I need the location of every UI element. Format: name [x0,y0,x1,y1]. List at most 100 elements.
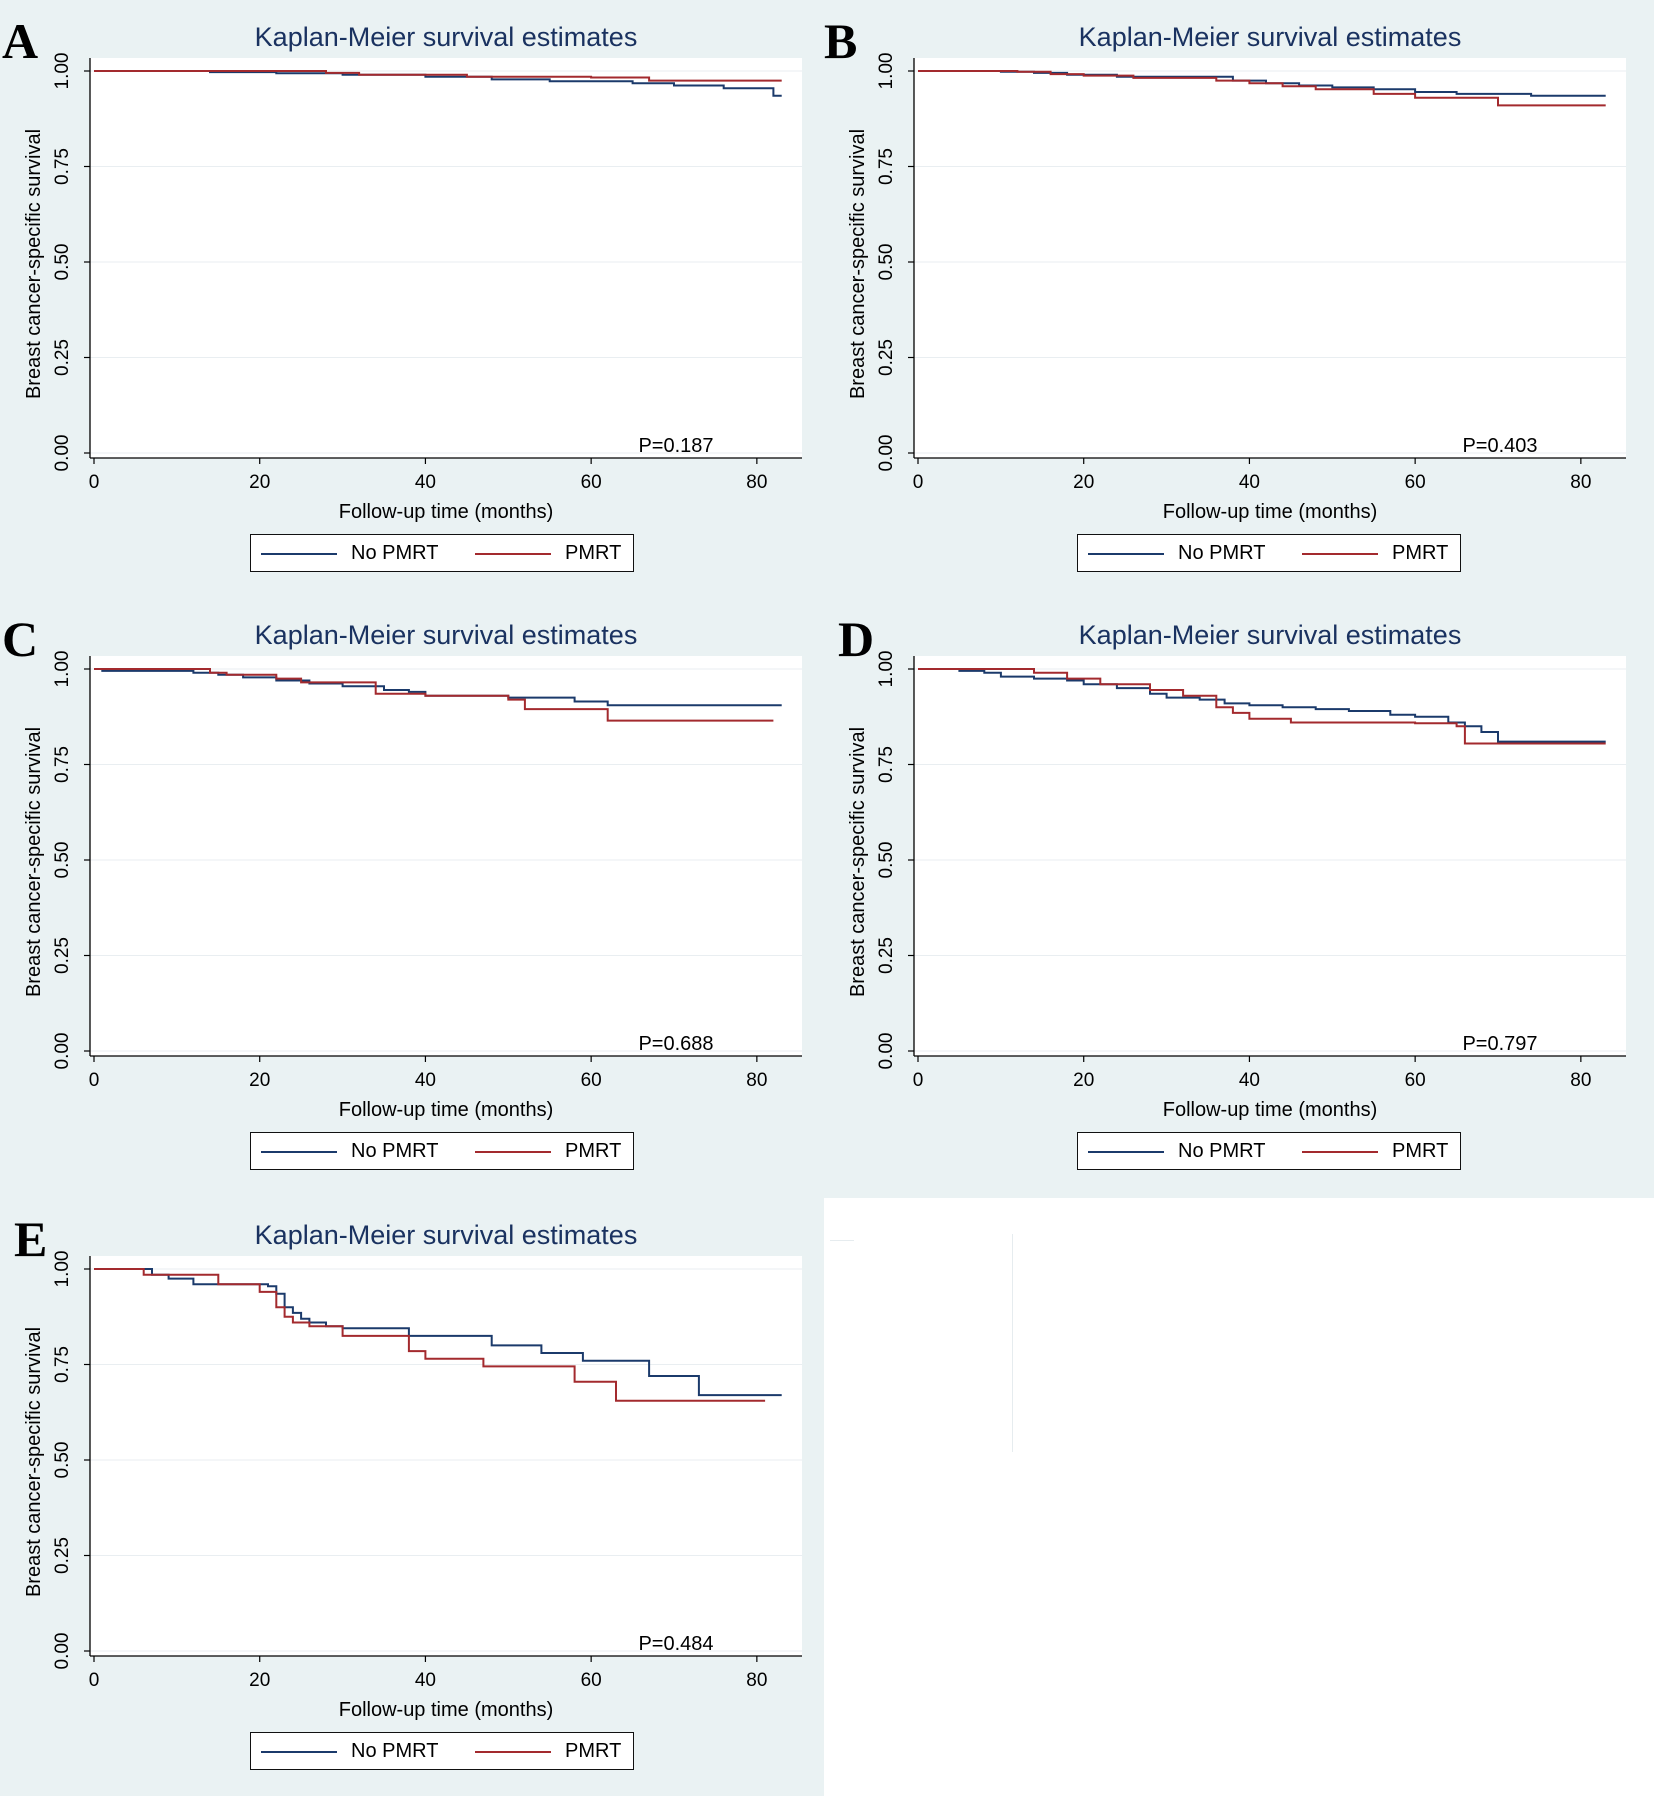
x-tick-label: 80 [1570,472,1591,493]
y-tick-label: 0.75 [52,1346,73,1383]
y-axis-title-b: Breast cancer-specific survival [847,128,869,400]
plot-a: 0.00 0.25 0.50 0.75 1.00 0 20 40 60 80 P=0.187 [52,53,802,493]
y-axis-title-e: Breast cancer-specific survival [23,1326,45,1598]
y-tick-label: 0.50 [52,842,73,879]
p-value-annotation: P=0.797 [1462,1033,1537,1055]
x-tick-label: 80 [1570,1070,1591,1091]
chart-title-d: Kaplan-Meier survival estimates [1078,620,1462,650]
series-line-no-pmrt [94,668,782,707]
y-tick-label: 0.00 [52,435,73,472]
p-value-annotation: P=0.187 [638,435,713,457]
legend-swatch-no-pmrt [261,1151,337,1153]
x-tick-label: 20 [249,472,270,493]
series-line-no-pmrt [94,70,782,97]
panel-letter-c: C [2,611,39,667]
p-value-annotation: P=0.403 [1462,435,1537,457]
plot-area [90,656,802,1056]
y-axis-title-a: Breast cancer-specific survival [23,128,45,400]
faint-divider-horizontal [830,1240,854,1241]
x-tick-label: 60 [581,1070,602,1091]
y-tick-label: 1.00 [876,651,897,688]
y-axis-title-c: Breast cancer-specific survival [23,726,45,998]
legend-label-no-pmrt: No PMRT [1178,542,1266,564]
legend-swatch-no-pmrt [261,553,337,555]
y-tick-label: 0.25 [876,937,897,974]
y-tick-label: 0.75 [52,746,73,783]
chart-title-c: Kaplan-Meier survival estimates [254,620,638,650]
panel-letter-b: B [824,13,858,69]
y-tick-label: 0.75 [876,746,897,783]
y-tick-label: 1.00 [52,651,73,688]
y-tick-label: 0.50 [876,842,897,879]
legend-swatch-pmrt [1302,553,1378,555]
x-axis-title-d: Follow-up time (months) [1162,1099,1378,1121]
x-axis-title-e: Follow-up time (months) [338,1699,554,1721]
legend-swatch-pmrt [1302,1151,1378,1153]
x-tick-label: 20 [249,1670,270,1691]
x-tick-label: 20 [1073,1070,1094,1091]
x-tick-label: 60 [581,1670,602,1691]
x-axis-title-a: Follow-up time (months) [338,501,554,523]
x-tick-label: 40 [415,1070,436,1091]
chart-title-e: Kaplan-Meier survival estimates [254,1220,638,1250]
p-value-annotation: P=0.688 [638,1033,713,1055]
y-tick-label: 1.00 [52,1251,73,1288]
plot-area [90,58,802,458]
legend-swatch-no-pmrt [1088,1151,1164,1153]
panel-c: 0.00 0.25 0.50 0.75 1.00 0 20 40 60 80 P=0.688 C K… [0,598,824,1198]
legend-swatch-no-pmrt [1088,553,1164,555]
plot-b: 0.00 0.25 0.50 0.75 1.00 0 20 40 60 80 P=0.403 [876,53,1626,493]
panel-letter-d: D [838,611,875,667]
y-tick-label: 0.00 [876,1033,897,1070]
y-tick-label: 0.50 [52,1442,73,1479]
x-axis-title-c: Follow-up time (months) [338,1099,554,1121]
plot-d: 0.00 0.25 0.50 0.75 1.00 0 20 40 60 80 P=0.797 [876,651,1626,1091]
p-value-annotation: P=0.484 [638,1633,713,1655]
y-tick-label: 0.75 [876,148,897,185]
series-line-no-pmrt [918,668,1606,743]
panel-b: 0.00 0.25 0.50 0.75 1.00 0 20 40 60 80 P=0.403 B K… [824,0,1654,598]
legend-c: No PMRT PMRT [250,1132,634,1170]
x-tick-label: 0 [913,472,924,493]
legend-swatch-pmrt [475,1751,551,1753]
chart-title-b: Kaplan-Meier survival estimates [1078,22,1462,52]
legend-d: No PMRT PMRT [1077,1132,1461,1170]
y-tick-label: 0.00 [876,435,897,472]
y-tick-label: 0.50 [876,244,897,281]
y-tick-label: 1.00 [876,53,897,90]
faint-divider-vertical [1012,1234,1013,1452]
x-tick-label: 0 [913,1070,924,1091]
chart-title-a: Kaplan-Meier survival estimates [254,22,638,52]
plot-area [914,656,1626,1056]
x-tick-label: 80 [746,1070,767,1091]
y-tick-label: 0.00 [52,1633,73,1670]
x-tick-label: 40 [1239,472,1260,493]
legend-label-pmrt: PMRT [1392,1140,1449,1162]
y-tick-label: 0.25 [52,1537,73,1574]
legend-label-pmrt: PMRT [565,1140,622,1162]
x-tick-label: 40 [1239,1070,1260,1091]
panel-e: 0.00 0.25 0.50 0.75 1.00 0 20 40 60 80 P=0.484 E K… [0,1198,824,1796]
y-tick-label: 0.25 [876,339,897,376]
plot-c: 0.00 0.25 0.50 0.75 1.00 0 20 40 60 80 P=0.688 [52,651,802,1091]
plot-area [914,58,1626,458]
y-tick-label: 0.25 [52,339,73,376]
y-tick-label: 0.00 [52,1033,73,1070]
y-tick-label: 0.75 [52,148,73,185]
x-axis-title-b: Follow-up time (months) [1162,501,1378,523]
legend-a: No PMRT PMRT [250,534,634,572]
x-tick-label: 80 [746,472,767,493]
series-line-pmrt [94,668,774,722]
series-line-pmrt [94,1268,766,1402]
blank-area [824,1198,1654,1796]
panel-d: 0.00 0.25 0.50 0.75 1.00 0 20 40 60 80 P=0.797 D K… [824,598,1654,1198]
series-line-pmrt [94,70,782,82]
x-tick-label: 60 [1405,1070,1426,1091]
legend-swatch-pmrt [475,553,551,555]
x-tick-label: 20 [1073,472,1094,493]
legend-swatch-pmrt [475,1151,551,1153]
legend-label-no-pmrt: No PMRT [1178,1140,1266,1162]
legend-label-pmrt: PMRT [565,542,622,564]
panel-letter-a: A [2,13,39,69]
y-tick-label: 0.25 [52,937,73,974]
